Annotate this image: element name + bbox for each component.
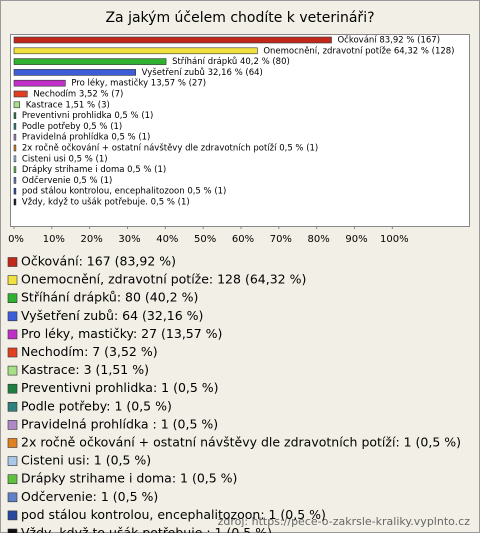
value-label: Pravidelná prohlídka 0,5 % (1) — [22, 133, 151, 143]
legend-swatch — [7, 257, 18, 267]
value-label: Vždy, když to ušák potřebuje. 0,5 % (1) — [22, 197, 190, 208]
value-label: Stříhání drápků 40,2 % (80) — [172, 56, 290, 67]
x-tick-label: 50% — [194, 234, 216, 245]
legend-swatch — [7, 347, 18, 358]
legend-swatch — [7, 510, 18, 521]
bar — [13, 36, 332, 44]
value-label: Očkování 83,92 % (167) — [337, 35, 440, 46]
legend-swatch — [7, 365, 18, 376]
bar — [13, 112, 17, 119]
x-tick-label: 0% — [8, 234, 24, 245]
bar — [13, 155, 17, 163]
x-tick-label: 80% — [308, 234, 330, 245]
legend-swatch — [7, 383, 18, 394]
legend-label: Vyšetření zubů: 64 (32,16 %) — [21, 308, 203, 323]
legend-label: Stříhání drápků: 80 (40,2 %) — [21, 290, 198, 305]
value-label: Pro léky, mastičky 13,57 % (27) — [71, 78, 206, 89]
bar — [13, 47, 258, 55]
legend-label: Kastrace: 3 (1,51 %) — [21, 362, 149, 377]
x-tick-label: 60% — [232, 234, 254, 245]
x-tick-label: 100% — [380, 234, 409, 245]
legend-label: Vždy, když to ušák potřebuje.: 1 (0,5 %) — [21, 525, 272, 533]
legend-swatch — [7, 401, 18, 412]
legend-swatch — [7, 438, 18, 448]
value-label: pod stálou kontrolou, encephalitozoon 0,… — [22, 187, 226, 197]
value-label: Cisteni usi 0,5 % (1) — [22, 154, 108, 164]
x-tick-label: 10% — [43, 234, 65, 245]
value-label: Podle potřeby 0,5 % (1) — [22, 122, 122, 132]
legend-label: Preventivni prohlidka: 1 (0,5 %) — [21, 380, 219, 395]
x-tick-label: 90% — [345, 234, 367, 245]
bar — [13, 133, 17, 141]
legend-label: Cisteni usi: 1 (0,5 %) — [21, 453, 151, 468]
legend-label: 2x ročně očkování + ostatní návštěvy dle… — [21, 435, 461, 450]
bar — [13, 90, 28, 98]
plot-area — [10, 34, 470, 227]
legend-label: Onemocnění, zdravotní potíže: 128 (64,32… — [21, 272, 306, 287]
bar — [13, 101, 21, 109]
value-label: Preventivni prohlidka 0,5 % (1) — [22, 111, 153, 121]
x-tick-label: 30% — [118, 234, 140, 245]
legend-label: Pro léky, mastičky: 27 (13,57 %) — [21, 326, 222, 341]
legend-swatch — [7, 293, 18, 304]
legend-swatch — [7, 311, 18, 322]
legend-swatch — [7, 474, 18, 485]
value-label: Onemocnění, zdravotní potíže 64,32 % (12… — [263, 46, 454, 56]
value-label: Odčervenie 0,5 % (1) — [22, 175, 112, 186]
x-tick-label: 40% — [156, 234, 178, 245]
x-tick-label: 70% — [270, 234, 292, 245]
legend-label: Drápky strihame i doma: 1 (0,5 %) — [21, 471, 237, 486]
value-label: Drápky strihame i doma 0,5 % (1) — [22, 165, 166, 175]
x-tick-label: 20% — [81, 234, 103, 245]
legend-label: Nechodím: 7 (3,52 %) — [21, 344, 158, 359]
bar — [13, 177, 17, 184]
legend-swatch — [7, 329, 18, 340]
legend-swatch — [7, 528, 18, 537]
bar — [13, 58, 167, 65]
legend-label: Podle potřeby: 1 (0,5 %) — [21, 398, 172, 413]
legend-label: Odčervenie: 1 (0,5 %) — [21, 489, 158, 504]
legend-swatch — [7, 492, 18, 503]
value-label: Nechodím 3,52 % (7) — [33, 90, 123, 100]
bar — [13, 187, 17, 195]
bar — [13, 166, 17, 173]
value-label: 2x ročně očkování + ostatní návštěvy dle… — [22, 143, 318, 154]
legend-swatch — [7, 420, 18, 430]
legend-label: pod stálou kontrolou, encephalitozoon: 1… — [21, 507, 326, 522]
bar — [13, 79, 66, 87]
legend-swatch — [7, 456, 18, 466]
chart-title: Za jakým účelem chodíte k veterináři? — [105, 10, 374, 26]
bar — [13, 144, 17, 152]
value-label: Kastrace 1,51 % (3) — [26, 100, 110, 110]
source: zdroj: https://pece-o-zakrsle-kraliky.vy… — [218, 515, 471, 528]
bar — [13, 198, 17, 206]
bar — [13, 69, 136, 76]
value-label: Vyšetření zubů 32,16 % (64) — [142, 67, 263, 78]
legend-swatch — [7, 275, 18, 285]
legend-label: Pravidelná prohlídka : 1 (0,5 %) — [21, 416, 218, 431]
bar — [13, 123, 17, 130]
legend-label: Očkování: 167 (83,92 %) — [21, 254, 176, 269]
